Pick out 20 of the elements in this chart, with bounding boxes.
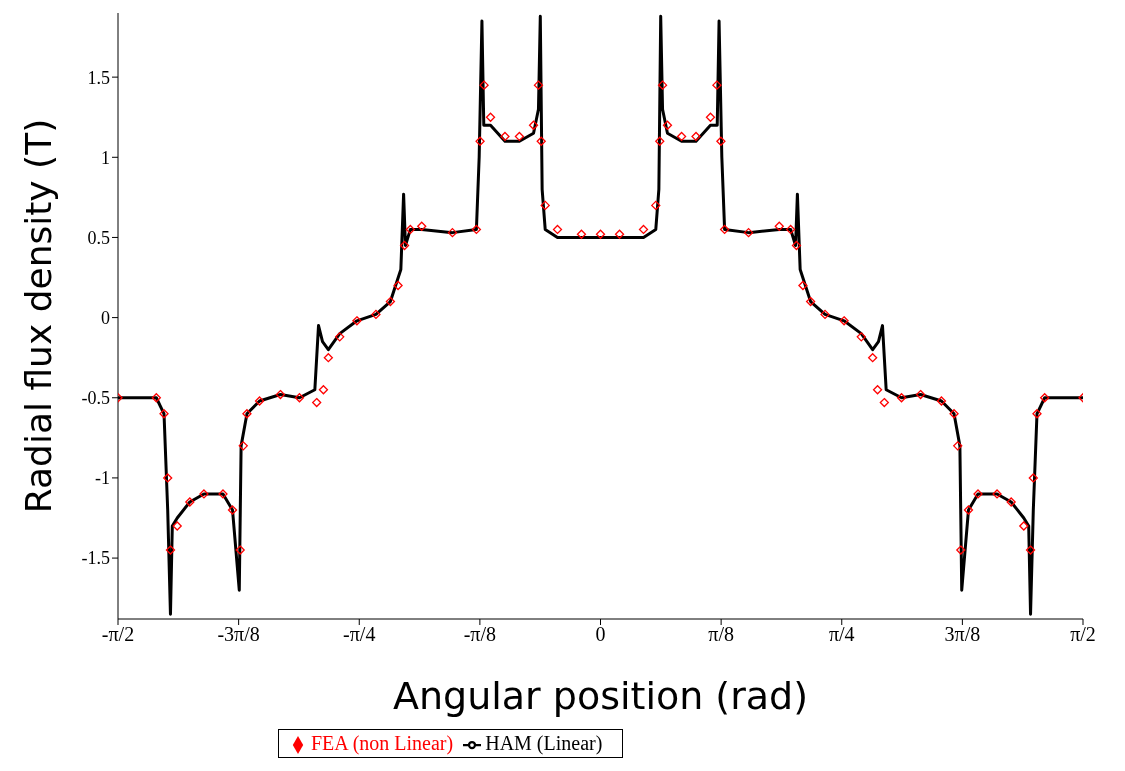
legend-label: FEA (non Linear) xyxy=(311,732,454,754)
legend-label: HAM (Linear) xyxy=(485,732,603,754)
y-axis-title: Radial flux density (T) xyxy=(17,118,59,514)
y-tick-label: -1 xyxy=(95,468,110,489)
y-tick-label: -0.5 xyxy=(81,388,110,409)
x-tick-label: 0 xyxy=(595,623,606,646)
x-tick-label: -π/8 xyxy=(463,623,497,646)
y-tick-label: 1 xyxy=(101,147,110,168)
x-axis-title: Angular position (rad) xyxy=(392,674,809,718)
x-tick-label: -π/4 xyxy=(343,623,376,646)
x-tick-label: π/2 xyxy=(1070,623,1096,646)
x-tick-label: π/8 xyxy=(708,623,734,646)
x-tick-label: π/4 xyxy=(828,623,855,646)
y-tick-label: -1.5 xyxy=(81,548,110,569)
x-tick-label: -π/2 xyxy=(101,623,135,646)
x-tick-label: -3π/8 xyxy=(217,623,260,646)
x-tick-label: 3π/8 xyxy=(944,623,981,646)
y-tick-label: 1.5 xyxy=(87,67,110,88)
y-tick-label: 0 xyxy=(101,307,110,328)
y-tick-label: 0.5 xyxy=(87,227,110,248)
